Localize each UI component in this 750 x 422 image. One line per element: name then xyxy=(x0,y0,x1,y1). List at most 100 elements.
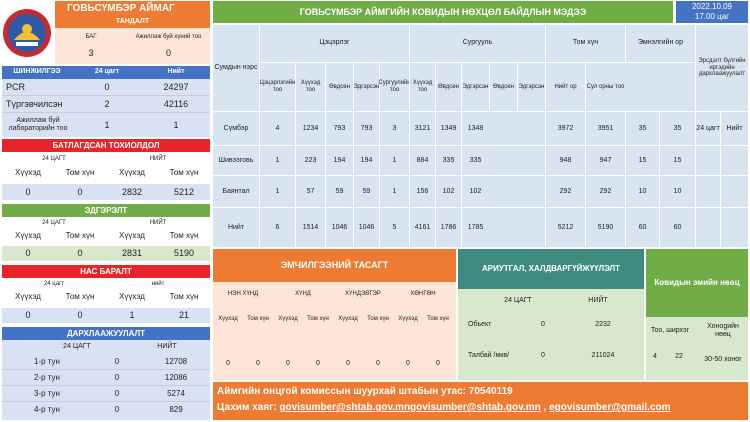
nasbaralt-title: НАС БАРАЛТ xyxy=(2,265,210,278)
shinjilgee-24h-value: 0 xyxy=(104,82,110,93)
table-cell: 6 xyxy=(259,208,295,248)
emchilgee-value: 0 xyxy=(316,359,320,367)
emchilgee-group-moderate: ХҮНДЭВТЭР xyxy=(345,290,381,297)
table-cell: 194 xyxy=(353,146,379,176)
table-cell: 57 xyxy=(295,176,325,208)
edgerelt-v3: 2831 xyxy=(106,246,158,261)
edgerelt-col-child: Хүүхэд xyxy=(15,231,41,241)
batalgaasan-v1: 0 xyxy=(2,184,54,200)
table-cell xyxy=(720,176,748,208)
nasbaralt-v3: 1 xyxy=(106,308,158,323)
table-cell xyxy=(720,146,748,176)
date-box: 2022.10.09 17.00 цаг xyxy=(676,1,748,23)
medicine-stock-panel: Тоо, ширхэг Хонogийн нөөц 4 22 30-50 хон… xyxy=(646,317,748,380)
group-school: Сургууль xyxy=(409,25,545,63)
table-cell: 793 xyxy=(353,112,379,146)
table-cell: 1348 xyxy=(461,112,489,146)
table-cell: 5190 xyxy=(585,208,625,248)
aimag-title: ГОВЬСҮМБЭР АЙМАГ xyxy=(55,1,210,17)
table-cell: 102 xyxy=(461,176,489,208)
medicine-days-label: Хонogийн нөөц xyxy=(707,322,739,338)
ariutgal-label: Талбай /мкв/ xyxy=(468,351,510,359)
batalgaasan-panel: 24 ЦАГТ НИЙТ Хүүхэд Том хүн Хүүхэд Том х… xyxy=(2,152,210,202)
tandalt-col-workers: Ажиллаж буй хүний тоо xyxy=(135,33,202,40)
darhlaajuulalt-row: 4-р тун 0 829 xyxy=(2,402,210,418)
emchilgee-group-critical: НЭН ХҮНД xyxy=(227,290,259,297)
table-cell: 5 xyxy=(379,208,409,248)
darhlaajuulalt-label: 3-р тун xyxy=(34,389,60,399)
edgerelt-total: НИЙТ xyxy=(149,220,167,227)
subheader-5: Сургуулийн тоо xyxy=(378,63,411,111)
email-prefix: Цахим хаяг: xyxy=(217,402,280,413)
batalgaasan-v3: 2832 xyxy=(106,184,158,200)
shinjilgee-label: Ажиллаж буй лабораторийн тоо xyxy=(8,116,68,132)
table-cell: 10 xyxy=(625,176,659,208)
table-cell: 793 xyxy=(325,112,353,146)
medicine-v1: 4 xyxy=(653,352,657,360)
edgerelt-v2: 0 xyxy=(54,246,106,261)
table-cell: 15 xyxy=(625,146,659,176)
shinjilgee-row: Ажиллаж буй лабораторийн тоо 1 1 xyxy=(2,113,210,137)
tandalt-panel: БАГ Ажиллаж буй хүний тоо 3 0 xyxy=(55,28,210,64)
tandalt-col-bag: БАГ xyxy=(85,33,97,40)
nasbaralt-v1: 0 xyxy=(2,308,54,323)
emchilgee-group-mild: ХӨНГӨН xyxy=(410,290,436,297)
row-name: Сүмбэр xyxy=(223,124,249,132)
table-cell: 60 xyxy=(659,208,695,248)
table-cell xyxy=(720,208,748,248)
emchilgee-subheader: Хүүхэд xyxy=(398,315,418,322)
emchilgee-subheader: Хүүхэд xyxy=(338,315,358,322)
table-cell: 1 xyxy=(379,176,409,208)
table-cell: 335 xyxy=(461,146,489,176)
report-date: 2022.10.09 xyxy=(691,2,733,12)
table-cell: 59 xyxy=(353,176,379,208)
table-cell xyxy=(695,208,720,248)
darhlaajuulalt-table: 24 ЦАГТ НИЙТ 1-р тун 0 12708 2-р тун 0 1… xyxy=(2,340,210,420)
subheader-9: Өвдсөн xyxy=(489,63,517,111)
darhlaajuulalt-24h-value: 0 xyxy=(114,389,120,399)
table-cell: 1 xyxy=(379,146,409,176)
edgerelt-title: ЭДГЭРЭЛТ xyxy=(2,204,210,217)
shinjilgee-24h-value: 2 xyxy=(104,99,110,110)
table-cell: 1785 xyxy=(461,208,489,248)
subheader-1: Цэцэрлэгийн тоо xyxy=(259,63,295,111)
email-link-1[interactable]: govisumber@shtab.gov.mngovisumber@shtab.… xyxy=(279,402,541,413)
ariutgal-label: Обьект xyxy=(468,320,492,328)
group-kindergarten: Цэцэрлэг xyxy=(259,25,409,63)
table-cell: 10 xyxy=(659,176,695,208)
row-name: Нийт xyxy=(227,223,245,231)
shinjilgee-row: Түргэвчилсэн 2 42116 xyxy=(2,96,210,113)
table-cell: 24 цагт xyxy=(695,112,720,146)
table-cell: 1786 xyxy=(435,208,461,248)
medicine-v2: 22 xyxy=(675,352,683,360)
page-title: ГОВЬСҮМБЭР АЙМГИЙН КОВИДЫН НӨХЦӨЛ БАЙДЛЫ… xyxy=(213,1,673,23)
batalgaasan-col-adult-total: Том хүн xyxy=(169,168,199,178)
nasbaralt-v2: 0 xyxy=(54,308,106,323)
table-cell: 335 xyxy=(435,146,461,176)
shinjilgee-title: ШИНЖИЛГЭЭ xyxy=(13,68,61,76)
group-hospital-beds: Эмнэлгийн ор xyxy=(625,25,695,63)
hotline-text: Аймгийн онцгой комиссын шуурхай штабын у… xyxy=(217,386,513,397)
nasbaralt-24h: 24 цагт xyxy=(43,281,65,288)
table-cell: 15 xyxy=(659,146,695,176)
tandalt-bag-value: 3 xyxy=(88,47,94,58)
shinjilgee-total: Нийт xyxy=(167,68,185,76)
darhlaajuulalt-row: 2-р тун 0 12086 xyxy=(2,370,210,386)
emchilgee-group-severe: ХҮНД xyxy=(295,290,311,297)
table-cell xyxy=(695,146,720,176)
table-row: Шивээговь 1 223 194 194 1 884 335 335 948 947 15 15 xyxy=(213,145,748,176)
emchilgee-subheader: Том хүн xyxy=(427,315,449,322)
darhlaajuulalt-label: 1-р тун xyxy=(34,357,60,367)
table-row: Сүмбэр 4 1234 793 793 3 3121 1349 1348 3972 3951 35… xyxy=(213,111,748,146)
email-separator: , xyxy=(540,402,550,413)
darhlaajuulalt-total-value: 829 xyxy=(169,405,183,415)
emchilgee-subheader: Хүүхэд xyxy=(218,315,238,322)
table-cell: 35 xyxy=(659,112,695,146)
shinjilgee-row: PCR 0 24297 xyxy=(2,79,210,96)
table-cell: 35 xyxy=(625,112,659,146)
shinjilgee-label: PCR xyxy=(6,82,26,93)
subheader-4: Эдгэрсэн xyxy=(353,63,379,111)
darhlaajuulalt-total-value: 12708 xyxy=(164,357,188,367)
email-link-2[interactable]: egovisumber@gmail.com xyxy=(549,402,671,413)
